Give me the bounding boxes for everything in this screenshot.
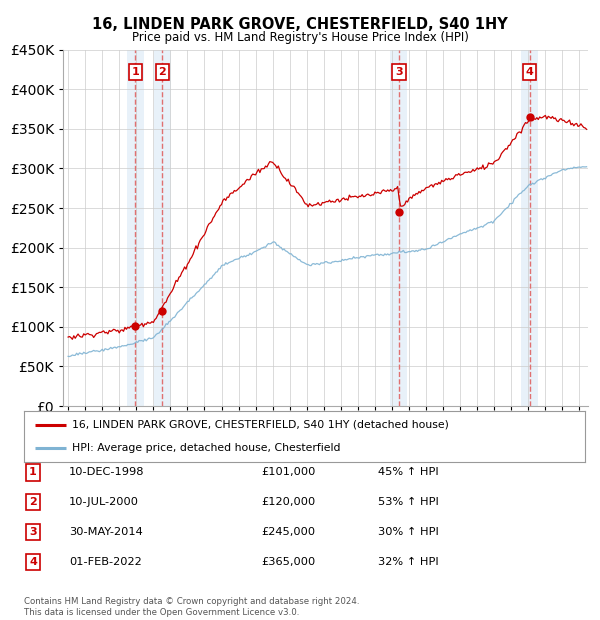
Text: 3: 3 bbox=[395, 67, 403, 77]
Text: 32% ↑ HPI: 32% ↑ HPI bbox=[378, 557, 439, 567]
Text: 30-MAY-2014: 30-MAY-2014 bbox=[69, 527, 143, 537]
Text: 2: 2 bbox=[158, 67, 166, 77]
Text: HPI: Average price, detached house, Chesterfield: HPI: Average price, detached house, Ches… bbox=[71, 443, 340, 453]
Bar bbox=[521, 50, 538, 406]
Text: 16, LINDEN PARK GROVE, CHESTERFIELD, S40 1HY (detached house): 16, LINDEN PARK GROVE, CHESTERFIELD, S40… bbox=[71, 420, 449, 430]
Text: 1: 1 bbox=[131, 67, 139, 77]
Text: £365,000: £365,000 bbox=[261, 557, 315, 567]
Text: 4: 4 bbox=[526, 67, 533, 77]
Text: 3: 3 bbox=[29, 527, 37, 537]
Bar bbox=[391, 50, 407, 406]
Text: Contains HM Land Registry data © Crown copyright and database right 2024.
This d: Contains HM Land Registry data © Crown c… bbox=[24, 598, 359, 617]
Text: Price paid vs. HM Land Registry's House Price Index (HPI): Price paid vs. HM Land Registry's House … bbox=[131, 31, 469, 44]
Text: 16, LINDEN PARK GROVE, CHESTERFIELD, S40 1HY: 16, LINDEN PARK GROVE, CHESTERFIELD, S40… bbox=[92, 17, 508, 32]
Text: £120,000: £120,000 bbox=[261, 497, 315, 507]
Bar bbox=[154, 50, 171, 406]
Text: 1: 1 bbox=[29, 467, 37, 477]
Text: 4: 4 bbox=[29, 557, 37, 567]
Text: 01-FEB-2022: 01-FEB-2022 bbox=[69, 557, 142, 567]
Text: 10-DEC-1998: 10-DEC-1998 bbox=[69, 467, 145, 477]
Text: 30% ↑ HPI: 30% ↑ HPI bbox=[378, 527, 439, 537]
Text: 10-JUL-2000: 10-JUL-2000 bbox=[69, 497, 139, 507]
Text: £245,000: £245,000 bbox=[261, 527, 315, 537]
Text: 2: 2 bbox=[29, 497, 37, 507]
Text: £101,000: £101,000 bbox=[261, 467, 316, 477]
Text: 53% ↑ HPI: 53% ↑ HPI bbox=[378, 497, 439, 507]
Bar bbox=[127, 50, 144, 406]
Text: 45% ↑ HPI: 45% ↑ HPI bbox=[378, 467, 439, 477]
